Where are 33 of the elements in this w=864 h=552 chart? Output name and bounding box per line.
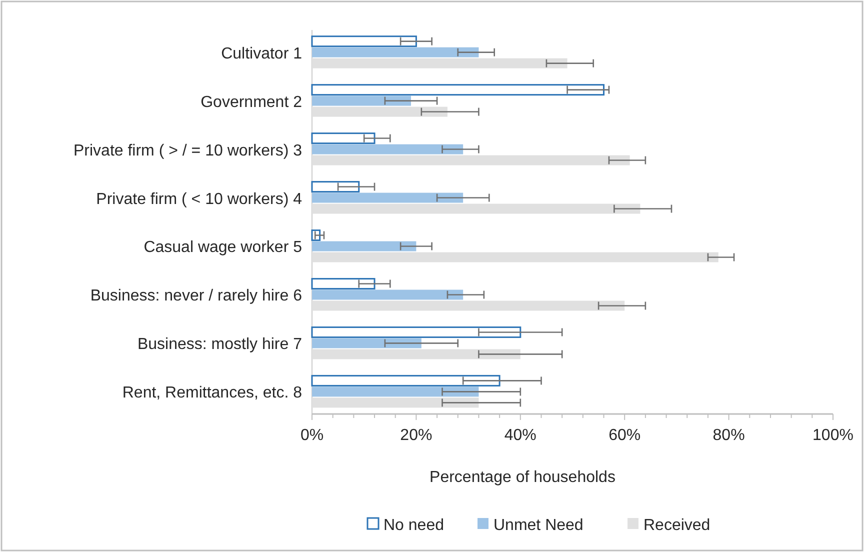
bar [312, 192, 464, 203]
y-tick-label: Rent, Remittances, etc. 8 [122, 384, 302, 402]
bar [311, 84, 605, 96]
bar [311, 278, 376, 290]
legend-label: No need [384, 517, 444, 534]
y-tick-label: Government 2 [200, 94, 302, 111]
bar [311, 132, 376, 144]
x-tick-label: 100% [812, 427, 854, 444]
bar [311, 181, 360, 193]
x-tick-label: 0% [300, 427, 324, 444]
bar [312, 338, 422, 348]
bar [311, 36, 417, 48]
bar [311, 374, 500, 386]
bar [312, 241, 416, 252]
legend-label: Received [644, 517, 710, 534]
y-tick-label: Private firm ( > / = 10 workers) 3 [73, 142, 302, 160]
bar [312, 386, 479, 397]
x-tick-label: 60% [608, 427, 641, 444]
legend-label: Unmet Need [494, 517, 584, 534]
y-tick-label: Private firm ( < 10 workers) 4 [96, 190, 302, 208]
bar [312, 96, 411, 106]
y-tick-label: Casual wage worker 5 [144, 239, 302, 256]
x-axis-title: Percentage of households [430, 469, 616, 486]
bar [312, 47, 479, 58]
x-tick-label: 40% [504, 427, 536, 444]
bar [311, 326, 522, 338]
y-tick-label: Business: never / rarely hire 6 [90, 288, 302, 305]
y-tick-label: Business: mostly hire 7 [137, 336, 302, 354]
y-tick-label: Cultivator 1 [221, 45, 302, 62]
bar [312, 144, 464, 154]
x-tick-label: 20% [400, 427, 432, 444]
x-tick-label: 80% [712, 427, 745, 444]
bar [312, 290, 464, 300]
